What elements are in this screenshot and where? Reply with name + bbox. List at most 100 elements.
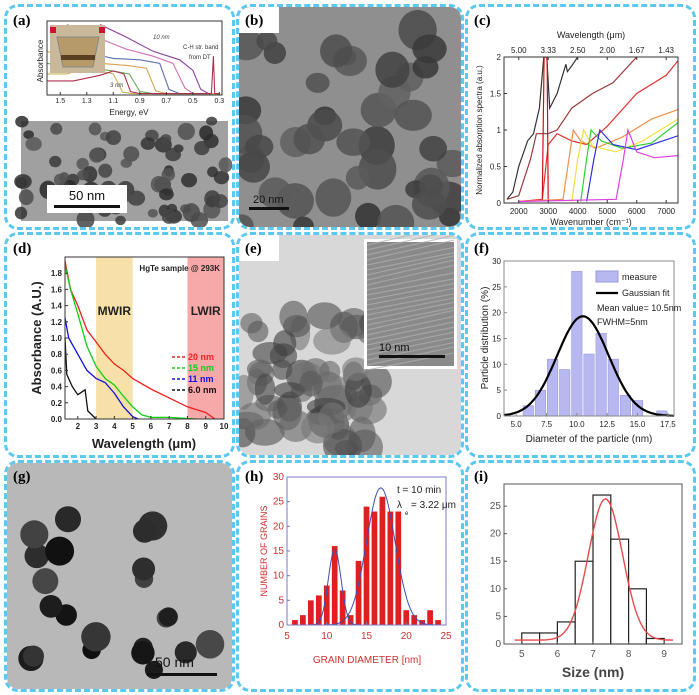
nanoparticle [195, 630, 225, 659]
scale-bar [379, 355, 445, 358]
lattice-fringe [366, 301, 455, 321]
label-background [239, 7, 279, 33]
top-x-tick-label: 2.50 [570, 46, 586, 55]
panel-f: 5.0 7.5 10.0 12.5 15.0 17.5 0 5 10 15 20 25 30 measur… [465, 232, 696, 458]
spectrum-line [99, 24, 220, 95]
y-tick-label: 0.4 [51, 383, 63, 392]
x-tick-label: 1.5 [55, 98, 65, 105]
nanoparticle [256, 31, 278, 51]
band-label: LWIR [191, 304, 221, 318]
lattice-fringe [366, 259, 455, 281]
nanoparticle [14, 174, 32, 189]
panel-d: MWIR LWIR 2 3 4 5 6 7 8 9 10 0.0 0.2 0.4 0.6 0.8 1.0 1.2 1… [4, 232, 235, 458]
nanoparticle [24, 543, 49, 569]
scale-bar [147, 673, 217, 676]
series-group [506, 57, 678, 203]
nanoparticle [279, 300, 308, 333]
chart-title: HgTe sample @ 293K [139, 264, 220, 273]
nanoparticle [50, 122, 63, 135]
panel-h: 5 10 15 20 25 0 5 10 15 20 25 30 t = 10 min λ e = 3.22 … [236, 460, 464, 692]
x-tick-label: 10 [321, 631, 333, 642]
histogram-bar [379, 496, 386, 625]
x-tick-label: 7 [167, 422, 172, 431]
lattice-fringe [366, 287, 455, 306]
y-tick-label: 25 [490, 501, 502, 512]
nanoparticle [239, 214, 254, 227]
x-tick-label: 25 [440, 631, 452, 642]
spectrum-line [571, 118, 678, 202]
histogram-bar [371, 511, 378, 625]
nanoparticle [412, 34, 447, 64]
plot-frame [46, 20, 223, 96]
annotation-lambda-sub: e [405, 511, 409, 517]
spectrum-line [47, 56, 220, 95]
y-tick-label: 30 [492, 257, 501, 266]
spectrum-line [506, 57, 579, 200]
nanoparticle [345, 165, 370, 190]
nanoparticle [49, 155, 62, 168]
annotation-lambda-value: = 3.22 μm [411, 500, 456, 511]
x-tick-label: 3 [94, 422, 99, 431]
lattice-fringe [366, 331, 455, 351]
lattice-fringe [366, 297, 455, 316]
panel-b: 20 nm (b) [236, 4, 464, 230]
x-tick-label: 9 [203, 422, 208, 431]
y-tick-label: 10 [273, 571, 285, 582]
y-tick-label: 0.5 [490, 163, 502, 172]
histogram-bar [559, 369, 571, 417]
y-tick-label: 15 [273, 546, 285, 557]
panel-i-chart: 5 6 7 8 9 0 5 10 15 20 25 Size (nm) (i) [474, 469, 683, 680]
x-tick-label: 5 [130, 422, 135, 431]
lattice-fringe [366, 282, 455, 301]
panel-label: (d) [13, 241, 31, 257]
lattice-fringe [366, 326, 455, 346]
y-tick-label: 0 [497, 199, 502, 208]
nanoparticle [419, 135, 448, 162]
nanoparticle [98, 163, 113, 178]
top-x-tick-label: 2.00 [599, 46, 615, 55]
scale-bar-label: 50 nm [155, 654, 194, 670]
nanoparticle [23, 130, 34, 139]
scale-bar [54, 205, 120, 208]
x-tick-label: 0.3 [214, 98, 224, 105]
panel-label: (e) [245, 241, 262, 257]
y-tick-label: 0.6 [51, 366, 63, 375]
panel-label: (g) [13, 469, 31, 485]
legend-label-fit: Gaussian fit [622, 288, 670, 298]
nanoparticle [88, 148, 105, 163]
nanoparticle [123, 146, 140, 162]
lattice-fringe [366, 255, 455, 276]
nanoparticle [206, 116, 218, 126]
panel-d-chart: MWIR LWIR 2 3 4 5 6 7 8 9 10 0.0 0.2 0.4 0.6 0.8 1.0 1.2 1… [13, 241, 229, 451]
nanoparticle [394, 99, 432, 131]
y-axis-label: Particle distribution (%) [480, 287, 491, 390]
histogram-bar [292, 620, 298, 625]
top-x-tick-label: 1.67 [629, 46, 645, 55]
nanoparticle [273, 330, 297, 357]
x-tick-label: 15.0 [630, 420, 646, 429]
panel-f-chart: 5.0 7.5 10.0 12.5 15.0 17.5 0 5 10 15 20 25 30 measur… [474, 241, 681, 445]
x-tick-label: 7.5 [541, 420, 553, 429]
y-tick-label: 15 [492, 335, 501, 344]
y-tick-label: 5 [497, 386, 502, 395]
scale-bar-label: 20 nm [253, 194, 284, 206]
lattice-fringe [366, 235, 414, 246]
nanoparticle [320, 34, 353, 68]
nanoparticle [14, 206, 28, 220]
nanoparticle [213, 170, 230, 185]
x-tick-label: 15 [361, 631, 373, 642]
beaker-liquid [61, 55, 95, 60]
histogram-bar [556, 621, 576, 645]
histogram-bar [592, 494, 612, 645]
band-label: MWIR [98, 304, 132, 318]
panel-a: 1.5 1.3 1.1 0.9 0.7 0.5 0.3 10 nm 3 nm C-H str. b… [4, 4, 235, 230]
nanoparticle [245, 134, 274, 159]
x-tick-label: 0.5 [188, 98, 198, 105]
x-axis-label: Wavelength (μm) [92, 436, 196, 451]
x-tick-label: 1.1 [108, 98, 118, 105]
x-tick-label: 2000 [510, 207, 528, 216]
spectrum-line [518, 60, 678, 203]
panel-label: (a) [13, 13, 31, 29]
y-tick-label: 1.0 [51, 334, 63, 343]
